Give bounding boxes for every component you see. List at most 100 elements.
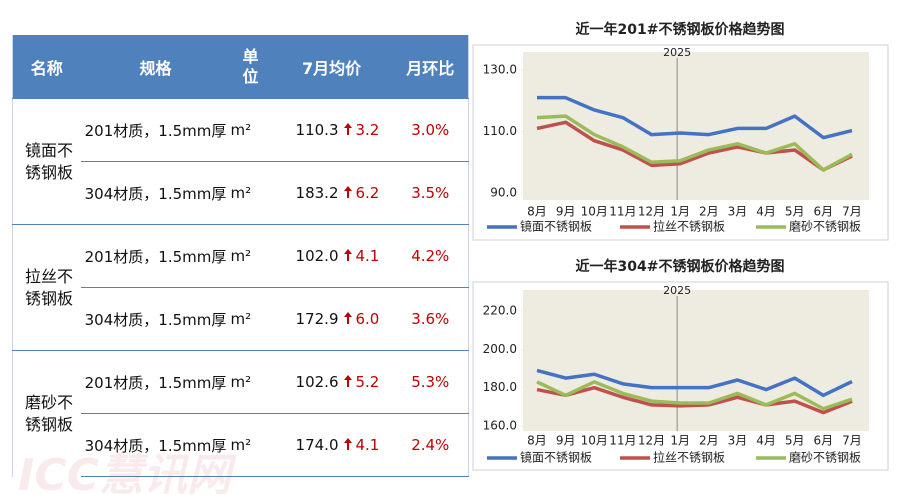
name-cell: 磨砂不锈钢板	[12, 350, 81, 477]
x-tick-label: 4月	[756, 205, 776, 219]
price-cell: 183.2	[270, 161, 343, 225]
spec-cell: 304材质，1.5mm厚	[80, 413, 231, 477]
y-tick-label: 200.0	[483, 342, 517, 356]
annotation: 2025	[663, 284, 691, 297]
ratio-cell: 3.6%	[392, 287, 469, 351]
change-value: 4.1	[355, 436, 380, 454]
legend-label: 拉丝不锈钢板	[653, 450, 725, 465]
legend-label: 镜面不锈钢板	[520, 219, 592, 234]
x-tick-label: 7月	[842, 205, 862, 219]
product-name: 拉丝不锈钢板	[25, 266, 74, 308]
change-cell: 6.0	[342, 287, 393, 351]
chart-title: 近一年304#不锈钢板价格趋势图	[576, 258, 785, 275]
watermark: ICC慧讯网	[18, 450, 237, 495]
change-value: 5.2	[355, 373, 380, 391]
spec-cell: 201材质，1.5mm厚	[80, 350, 231, 414]
unit-cell: m²	[230, 350, 271, 414]
table-row: 304材质，1.5mm厚 m² 174.0 4.1 2.4%	[13, 413, 469, 477]
header-cell: 规格	[80, 35, 231, 99]
legend-label: 镜面不锈钢板	[520, 450, 592, 465]
x-tick-label: 3月	[728, 205, 748, 219]
unit-cell: m²	[230, 161, 271, 225]
legend-label: 拉丝不锈钢板	[653, 219, 725, 234]
series-line	[536, 368, 853, 398]
name-cell: 镜面不锈钢板	[12, 98, 81, 225]
x-tick-label: 1月	[670, 434, 690, 448]
x-tick-label: 12月	[638, 205, 665, 219]
header-cell: 名称	[12, 35, 81, 99]
x-tick-label: 4月	[756, 434, 776, 448]
x-tick-label: 7月	[842, 434, 862, 448]
y-tick-label: 130.0	[483, 63, 517, 77]
x-tick-label: 8月	[527, 205, 547, 219]
price-cell: 172.9	[270, 287, 343, 351]
spec-cell: 201材质，1.5mm厚	[80, 98, 231, 162]
change-cell: 4.1	[342, 413, 393, 477]
table-row: 镜面不锈钢板 201材质，1.5mm厚 m² 110.3 3.2 3.0%	[12, 98, 469, 225]
price-cell: 110.3	[270, 98, 343, 162]
price-cell: 174.0	[270, 413, 343, 477]
change-cell: 5.2	[342, 350, 393, 414]
x-tick-label: 5月	[785, 205, 805, 219]
x-tick-label: 11月	[609, 434, 636, 448]
ratio-cell: 3.0%	[392, 98, 469, 162]
ratio-cell: 2.4%	[392, 413, 469, 477]
price-cell: 102.6	[270, 350, 343, 414]
spec-cell: 304材质，1.5mm厚	[80, 161, 231, 225]
up-arrow	[343, 375, 352, 387]
unit-cell: m²	[230, 98, 271, 162]
up-arrow	[343, 123, 352, 135]
x-tick-label: 5月	[785, 434, 805, 448]
x-tick-label: 11月	[609, 205, 636, 219]
ratio-cell: 4.2%	[392, 224, 469, 288]
x-tick-label: 10月	[581, 205, 608, 219]
product-name: 镜面不锈钢板	[25, 140, 74, 182]
change-cell: 6.2	[342, 161, 393, 225]
y-tick-label: 220.0	[483, 304, 517, 318]
header-cell: 单位	[230, 35, 271, 99]
change-value: 4.1	[355, 247, 380, 265]
y-tick-label: 110.0	[483, 124, 517, 138]
x-tick-label: 1月	[670, 205, 690, 219]
header-cell: 7月均价	[270, 35, 393, 99]
x-tick-label: 10月	[581, 434, 608, 448]
spec-cell: 201材质，1.5mm厚	[80, 224, 231, 288]
table-row: 304材质，1.5mm厚 m² 183.2 6.2 3.5%	[13, 161, 469, 225]
header-cell: 月环比	[392, 35, 469, 99]
unit-cell: m²	[230, 224, 271, 288]
y-tick-label: 90.0	[490, 186, 517, 200]
price-table: 名称 规格 单位 7月均价 月环比 镜面不锈钢板 201材质，1.5mm厚 m² 11…	[12, 35, 470, 477]
change-value: 6.0	[355, 310, 380, 328]
series-line	[536, 385, 853, 415]
up-arrow	[343, 186, 352, 198]
up-arrow	[343, 312, 352, 324]
x-tick-label: 6月	[814, 205, 834, 219]
x-tick-label: 12月	[638, 434, 665, 448]
x-tick-label: 2月	[699, 205, 719, 219]
unit-cell: m²	[230, 413, 271, 477]
up-arrow	[343, 249, 352, 261]
unit-cell: m²	[230, 287, 271, 351]
product-name: 磨砂不锈钢板	[25, 392, 74, 434]
ratio-cell: 3.5%	[392, 161, 469, 225]
x-tick-label: 9月	[556, 434, 576, 448]
x-tick-label: 8月	[527, 434, 547, 448]
series-line	[536, 120, 853, 172]
change-cell: 3.2	[342, 98, 393, 162]
header-text: 单位	[242, 46, 259, 86]
name-cell: 拉丝不锈钢板	[12, 224, 81, 351]
table-row: 拉丝不锈钢板 201材质，1.5mm厚 m² 102.0 4.1 4.2%	[12, 224, 469, 351]
legend-label: 磨砂不锈钢板	[789, 451, 861, 465]
table-body: 镜面不锈钢板 201材质，1.5mm厚 m² 110.3 3.2 3.0% 304材质，1.…	[12, 98, 469, 477]
table-row: 磨砂不锈钢板 201材质，1.5mm厚 m² 102.6 5.2 5.3%	[12, 350, 469, 477]
series-line	[537, 95, 853, 140]
legend-label: 磨砂不锈钢板	[789, 220, 861, 234]
change-cell: 4.1	[342, 224, 393, 288]
y-tick-label: 180.0	[483, 380, 517, 394]
chart-title: 近一年201#不锈钢板价格趋势图	[576, 21, 785, 38]
y-tick-label: 160.0	[483, 419, 517, 433]
x-tick-label: 9月	[556, 205, 576, 219]
price-cell: 102.0	[270, 224, 343, 288]
